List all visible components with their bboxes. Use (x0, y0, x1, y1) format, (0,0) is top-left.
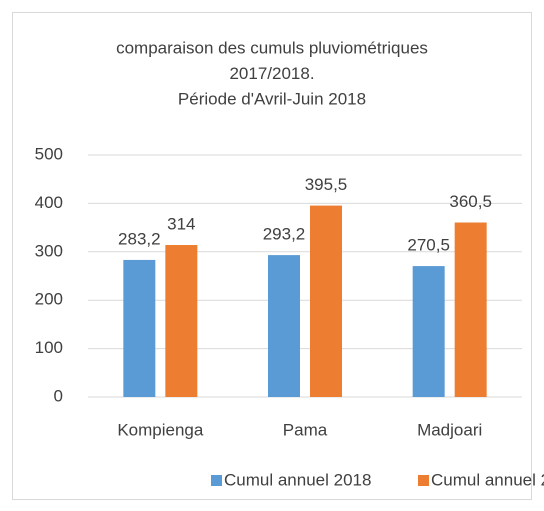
bar (165, 245, 198, 397)
bar (268, 255, 300, 397)
data-label: 360,5 (449, 192, 492, 211)
data-label: 395,5 (305, 175, 348, 194)
y-tick-label: 400 (35, 193, 63, 212)
data-label: 293,2 (263, 225, 306, 244)
legend-swatch (211, 475, 222, 486)
x-tick-label: Pama (283, 420, 328, 439)
y-tick-label: 200 (35, 290, 63, 309)
legend-label: Cumul annuel 2017 (431, 470, 544, 489)
y-tick-label: 500 (35, 144, 63, 163)
legend-label: Cumul annuel 2018 (224, 470, 371, 489)
data-label: 270,5 (407, 236, 450, 255)
chart-title: comparaison des cumuls pluviométriques (116, 38, 428, 57)
chart-title: 2017/2018. (229, 64, 314, 83)
bar (310, 205, 342, 397)
x-tick-label: Kompienga (117, 420, 204, 439)
y-tick-label: 0 (54, 386, 63, 405)
y-tick-label: 100 (35, 338, 63, 357)
bar (123, 259, 156, 397)
legend-swatch (418, 475, 429, 486)
bar (454, 222, 487, 397)
y-tick-label: 300 (35, 241, 63, 260)
data-label: 283,2 (118, 229, 161, 248)
bar (412, 266, 445, 397)
x-tick-label: Madjoari (417, 420, 482, 439)
chart-title: Période d'Avril-Juin 2018 (178, 89, 366, 108)
data-label: 314 (167, 215, 195, 234)
